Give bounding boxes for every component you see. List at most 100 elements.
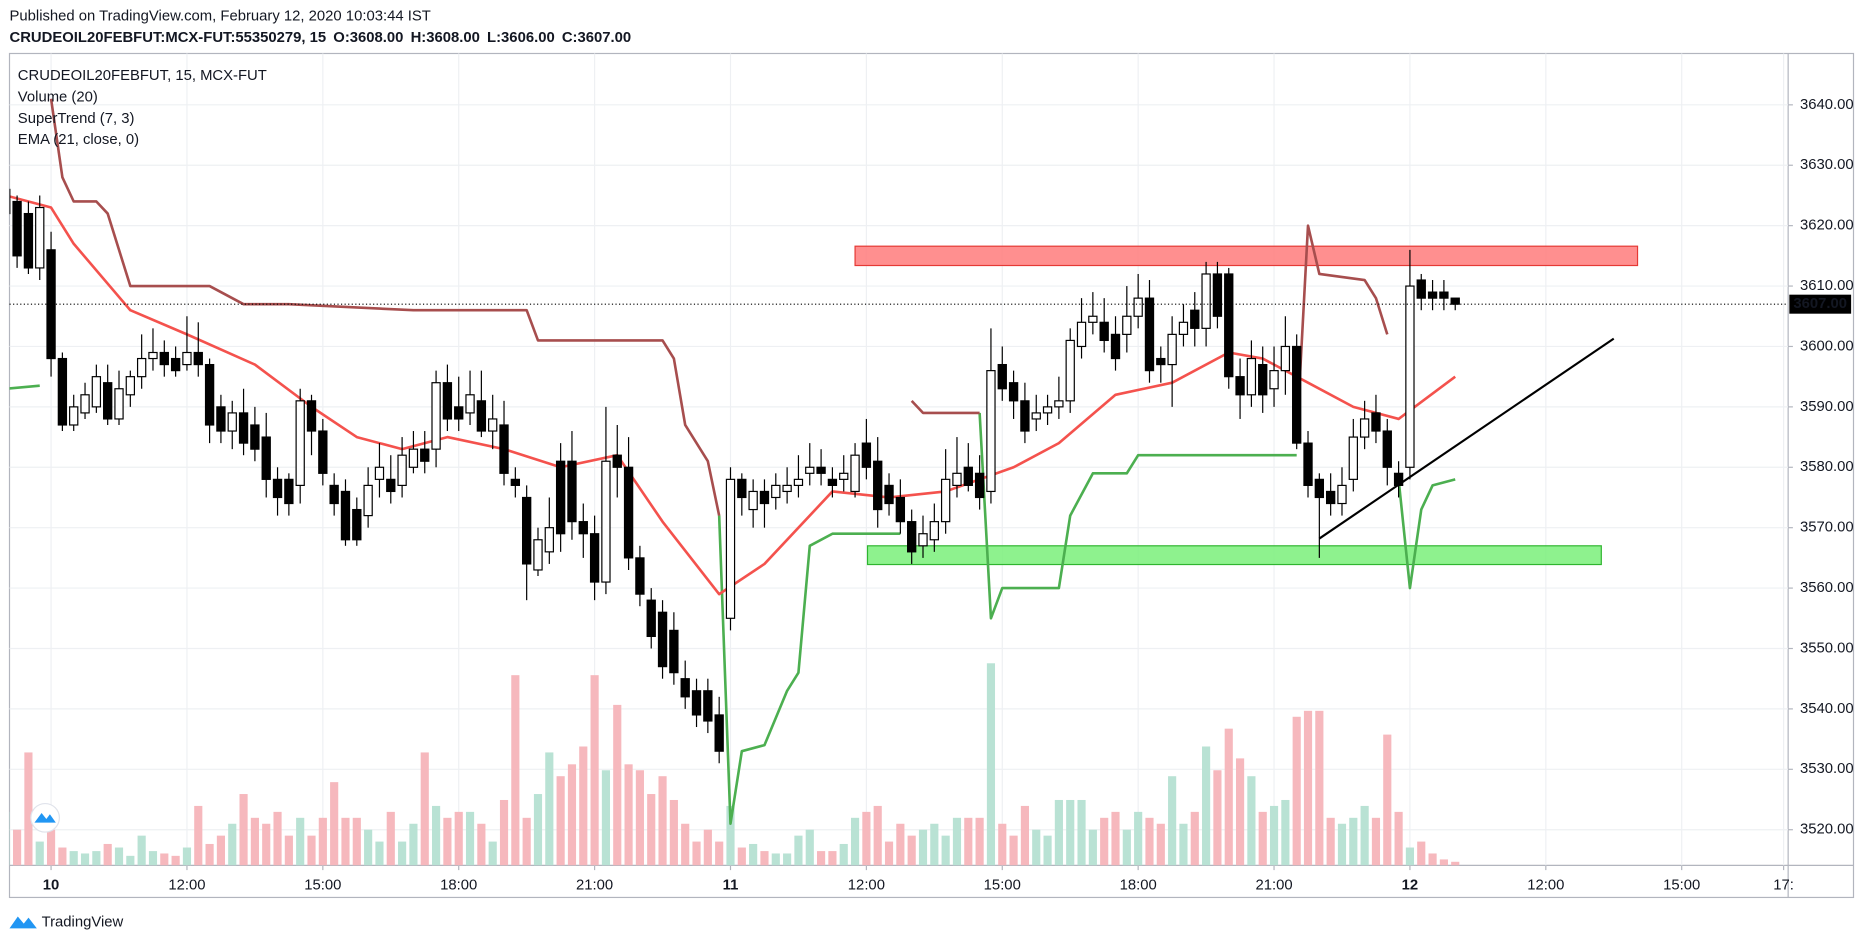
candle-body	[386, 478, 396, 493]
symbol-line: CRUDEOIL20FEBFUT:MCX-FUT:55350279, 15 O:3…	[10, 30, 632, 46]
candle-body	[986, 370, 996, 493]
volume-bar	[1122, 829, 1131, 866]
volume-bar	[1054, 799, 1063, 866]
watermark-logo	[30, 802, 61, 833]
y-tick-label: 3540.00	[1800, 701, 1854, 717]
candle-body	[703, 690, 713, 722]
volume-bar	[1326, 817, 1335, 866]
volume-bar	[635, 770, 644, 866]
candle-body	[974, 472, 985, 499]
volume-bar	[9, 811, 10, 866]
volume-bar	[771, 853, 780, 866]
volume-bar	[58, 847, 67, 866]
last-price-label: 3607.00	[1793, 296, 1847, 312]
ohlc-value: 3608.00	[350, 30, 404, 46]
volume-bar	[1428, 853, 1437, 866]
candle-body	[1235, 376, 1245, 396]
volume-bar	[1168, 776, 1177, 866]
candle-body	[250, 424, 260, 450]
volume-bar	[817, 851, 826, 866]
candle-body	[46, 249, 56, 360]
volume-bar	[658, 776, 667, 866]
y-tick-label: 3580.00	[1800, 459, 1854, 475]
candle-body	[1439, 291, 1449, 299]
volume-bar	[46, 829, 56, 866]
volume-bar	[975, 817, 984, 866]
candle-body	[555, 460, 566, 535]
candle-body	[1258, 363, 1268, 396]
volume-bar	[567, 764, 577, 866]
volume-bar	[250, 817, 259, 866]
candle-body	[691, 690, 702, 716]
volume-bar	[556, 776, 565, 866]
candle-body	[272, 478, 283, 499]
volume-bar	[907, 835, 916, 866]
volume-bar	[624, 764, 633, 866]
volume-bar	[1156, 823, 1165, 866]
volume-bar	[850, 817, 860, 866]
y-tick-label: 3570.00	[1800, 520, 1854, 536]
candle-body	[589, 533, 600, 583]
candle-body	[306, 400, 317, 432]
volume-bar	[431, 805, 441, 866]
candle-body	[204, 363, 215, 426]
candle-body	[907, 521, 917, 553]
ohlc-value: 3606.00	[501, 30, 555, 46]
volume-bar	[692, 841, 701, 866]
candle-body	[9, 188, 11, 215]
candle-body	[114, 388, 124, 420]
x-tick-label: 15:00	[984, 877, 1021, 893]
candle-body	[1337, 484, 1347, 505]
y-tick-label: 3560.00	[1800, 580, 1854, 596]
candle-body	[1269, 370, 1279, 390]
volume-bar	[114, 847, 124, 866]
volume-bar	[1349, 817, 1358, 866]
volume-bar	[1269, 805, 1279, 866]
candle-body	[567, 460, 577, 523]
volume-bar	[613, 704, 622, 866]
volume-bar	[205, 843, 214, 866]
volume-bar	[1360, 805, 1369, 866]
candle-body	[261, 436, 271, 480]
chart-frame	[8, 52, 1855, 899]
candle-body	[1359, 418, 1370, 438]
candle-body	[1303, 442, 1313, 486]
ohlc-value: 3608.00	[426, 30, 480, 46]
candle-body	[476, 400, 487, 432]
candle-body	[1110, 333, 1121, 360]
volume-bar	[1394, 811, 1403, 866]
volume-bar	[1417, 841, 1426, 866]
volume-bar	[1383, 734, 1392, 866]
symbol: CRUDEOIL20FEBFUT:MCX-FUT:55350279, 15	[10, 30, 327, 46]
candle-body	[839, 472, 849, 480]
candle-body	[748, 490, 758, 511]
volume-bar	[330, 782, 339, 866]
volume-bar	[352, 817, 361, 866]
candle-body	[1416, 279, 1426, 299]
candle-body	[759, 490, 770, 505]
candle-body	[793, 478, 804, 486]
candle-body	[850, 454, 860, 493]
x-tick-label: 21:00	[1255, 877, 1292, 893]
candle-body	[1088, 315, 1098, 323]
ohlc-label: H:	[411, 30, 427, 46]
volume-bar	[862, 811, 871, 866]
volume-bar	[488, 841, 497, 866]
volume-bar	[1179, 823, 1188, 866]
x-tick-label: 15:00	[1663, 877, 1700, 893]
candle-body	[91, 376, 102, 408]
volume-bar	[1303, 710, 1313, 866]
x-tick-label: 21:00	[576, 877, 613, 893]
candle-body	[1201, 273, 1211, 329]
candle-body	[1065, 339, 1075, 402]
candle-body	[612, 454, 622, 468]
volume-bar	[148, 851, 158, 866]
volume-bar	[1111, 811, 1120, 866]
candle-body	[374, 466, 385, 480]
volume-bar	[794, 835, 803, 866]
ema-line	[9, 195, 1457, 596]
y-tick-label: 3630.00	[1800, 157, 1854, 173]
footer-brand: TradingView	[42, 914, 124, 930]
volume-bar	[386, 811, 395, 866]
